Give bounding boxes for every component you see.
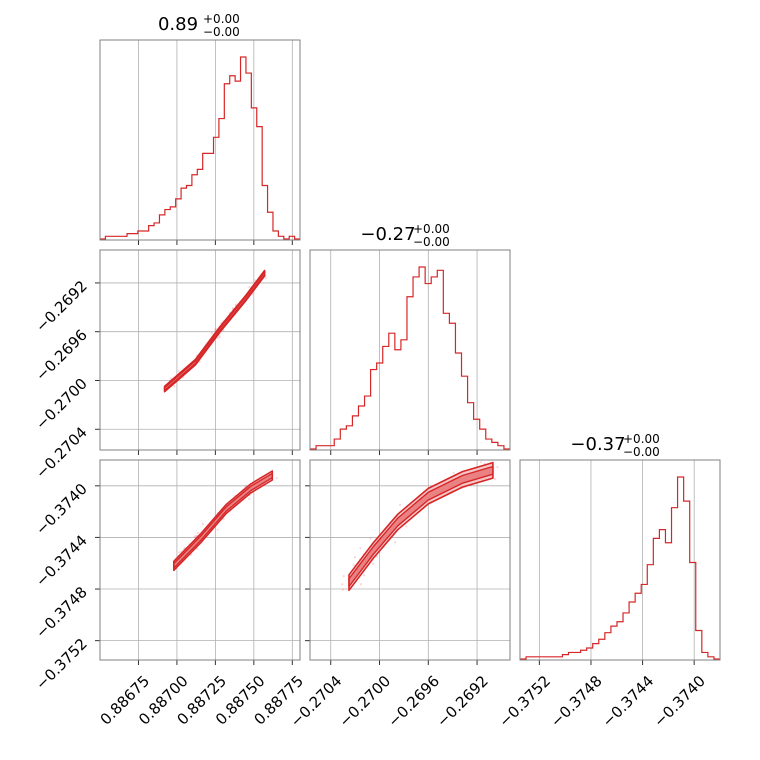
axes-frame <box>309 459 511 661</box>
param-title-minus-0: −0.00 <box>203 25 240 39</box>
param-title-0: 0.89 <box>158 14 198 35</box>
x-tick-label: −0.3740 <box>650 672 709 731</box>
sample-point <box>231 307 235 310</box>
axes-frame <box>99 459 301 661</box>
histogram-param-2 <box>520 476 720 660</box>
contour-outer-2 <box>348 461 494 592</box>
param-title-2: −0.37 <box>570 434 625 455</box>
sample-point <box>353 556 357 559</box>
sample-point <box>253 279 257 282</box>
sample-point <box>178 551 181 554</box>
sample-point <box>371 562 374 566</box>
axes-frame <box>99 249 301 451</box>
data-layer <box>100 56 720 660</box>
sample-point <box>173 385 176 388</box>
sample-point <box>222 518 225 521</box>
y-tick-label: −0.3752 <box>32 635 91 694</box>
sample-point <box>214 328 217 332</box>
sample-point <box>210 332 213 335</box>
sample-point <box>359 583 362 586</box>
contour-inner-0 <box>163 271 266 392</box>
y-tick-label: −0.2700 <box>32 375 91 434</box>
x-tick-label: −0.2696 <box>384 672 443 731</box>
sample-point <box>359 547 362 550</box>
x-tick-label: −0.2700 <box>336 672 395 731</box>
param-title-plus-0: +0.00 <box>203 12 240 26</box>
sample-point <box>196 547 199 551</box>
x-tick-label: −0.2692 <box>433 672 492 731</box>
sample-point <box>362 574 366 577</box>
y-tick-label: −0.3740 <box>32 480 91 539</box>
sample-point <box>248 497 251 500</box>
sample-point <box>170 377 173 380</box>
histogram-param-0 <box>100 56 300 240</box>
contour-inner-2 <box>348 465 494 588</box>
sample-point <box>452 471 455 474</box>
sample-point <box>244 484 247 487</box>
sample-point <box>216 336 219 340</box>
sample-point <box>177 370 180 373</box>
x-tick-label: −0.3748 <box>547 672 606 731</box>
contour-outer-0 <box>163 269 266 393</box>
param-title-minus-1: −0.00 <box>413 235 450 249</box>
x-tick-label: −0.3752 <box>495 672 554 731</box>
axes-frame <box>99 39 301 241</box>
sample-point <box>194 535 197 538</box>
sample-point <box>480 461 483 464</box>
sample-point <box>218 335 221 339</box>
axes-frame <box>309 249 511 451</box>
histogram-param-1 <box>310 266 510 450</box>
sample-point <box>342 575 345 578</box>
sample-point <box>275 477 278 480</box>
sample-point <box>214 327 217 330</box>
y-tick-label: −0.2704 <box>32 423 91 482</box>
sample-point <box>196 532 199 535</box>
grid-layer <box>100 40 695 660</box>
x-tick-label: −0.3744 <box>599 672 658 731</box>
sample-point <box>399 503 402 506</box>
sample-point <box>341 583 344 586</box>
sample-point <box>193 535 196 538</box>
sample-point <box>352 564 355 567</box>
param-title-plus-1: +0.00 <box>413 222 450 236</box>
contour-inner-1 <box>173 472 273 569</box>
sample-point <box>394 541 397 544</box>
param-title-plus-2: +0.00 <box>623 432 660 446</box>
sample-point <box>369 537 372 540</box>
sample-point <box>248 285 251 289</box>
sample-point <box>496 466 499 469</box>
y-tick-label: −0.2696 <box>32 326 91 385</box>
sample-point <box>341 588 344 591</box>
sample-point <box>493 478 496 481</box>
sample-point <box>201 522 204 526</box>
param-title-1: −0.27 <box>360 224 415 245</box>
sample-point <box>216 528 219 531</box>
sample-point <box>264 277 267 280</box>
sample-point <box>405 525 408 528</box>
y-tick-label: −0.3744 <box>32 532 91 591</box>
y-tick-label: −0.2692 <box>32 277 91 336</box>
param-title-minus-2: −0.00 <box>623 445 660 459</box>
y-tick-label: −0.3748 <box>32 583 91 642</box>
axes-frame <box>519 459 721 661</box>
